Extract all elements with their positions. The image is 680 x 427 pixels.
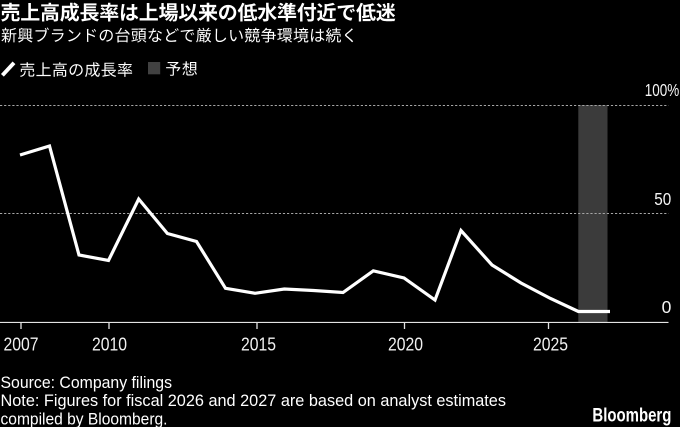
svg-text:2020: 2020 <box>388 335 423 355</box>
svg-text:Bloomberg: Bloomberg <box>592 405 671 427</box>
svg-text:2025: 2025 <box>533 335 568 355</box>
svg-text:2010: 2010 <box>92 335 127 355</box>
svg-text:100%: 100% <box>645 80 680 100</box>
svg-text:compiled by Bloomberg.: compiled by Bloomberg. <box>1 410 168 427</box>
svg-text:0: 0 <box>662 297 672 317</box>
svg-text:Note: Figures for fiscal 2026: Note: Figures for fiscal 2026 and 2027 a… <box>1 391 507 410</box>
svg-text:2007: 2007 <box>4 335 39 355</box>
svg-text:2015: 2015 <box>241 335 276 355</box>
svg-text:Source: Company filings: Source: Company filings <box>1 373 173 392</box>
svg-text:50: 50 <box>654 189 671 209</box>
